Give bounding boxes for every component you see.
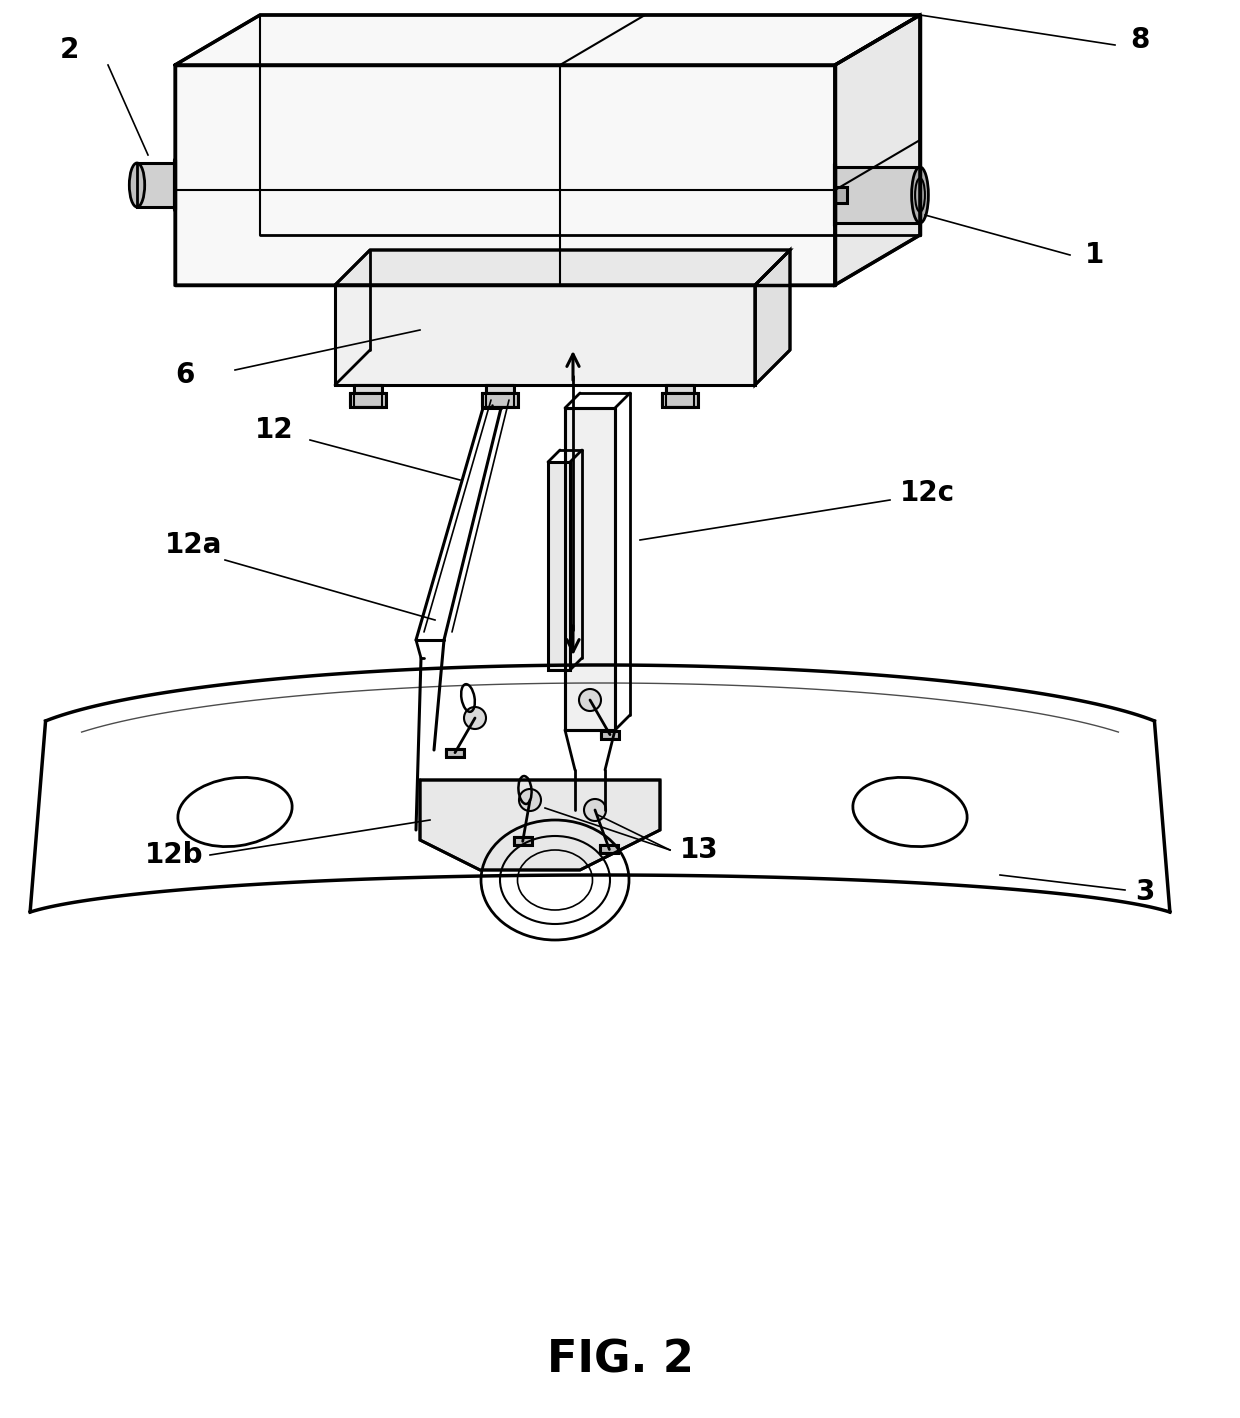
Text: 12b: 12b xyxy=(145,841,203,869)
Text: 13: 13 xyxy=(680,837,719,864)
Polygon shape xyxy=(446,749,464,757)
Text: 2: 2 xyxy=(60,35,79,64)
Polygon shape xyxy=(600,845,619,854)
Ellipse shape xyxy=(129,163,145,207)
Polygon shape xyxy=(601,730,619,739)
Polygon shape xyxy=(482,393,518,407)
Circle shape xyxy=(579,689,601,710)
Polygon shape xyxy=(662,393,698,407)
Text: 8: 8 xyxy=(1130,26,1149,54)
Polygon shape xyxy=(350,393,386,407)
Text: FIG. 2: FIG. 2 xyxy=(547,1339,693,1381)
Text: 12c: 12c xyxy=(900,479,955,508)
Circle shape xyxy=(520,788,541,811)
Polygon shape xyxy=(755,250,790,386)
Polygon shape xyxy=(335,285,755,386)
Polygon shape xyxy=(513,838,532,845)
Polygon shape xyxy=(486,386,515,407)
Polygon shape xyxy=(136,163,175,207)
Text: 1: 1 xyxy=(1085,241,1105,269)
Text: 12: 12 xyxy=(255,415,294,444)
Polygon shape xyxy=(335,250,790,285)
Ellipse shape xyxy=(911,167,929,223)
Circle shape xyxy=(464,708,486,729)
Polygon shape xyxy=(835,16,920,285)
Polygon shape xyxy=(666,386,694,407)
Text: 3: 3 xyxy=(1135,878,1154,906)
Text: 12a: 12a xyxy=(165,530,222,559)
Text: 6: 6 xyxy=(175,362,195,389)
Polygon shape xyxy=(175,16,920,285)
Polygon shape xyxy=(565,408,615,730)
Polygon shape xyxy=(420,780,660,871)
Polygon shape xyxy=(353,386,382,407)
Circle shape xyxy=(584,798,606,821)
Polygon shape xyxy=(835,187,847,203)
Polygon shape xyxy=(548,462,570,669)
Polygon shape xyxy=(835,167,920,223)
